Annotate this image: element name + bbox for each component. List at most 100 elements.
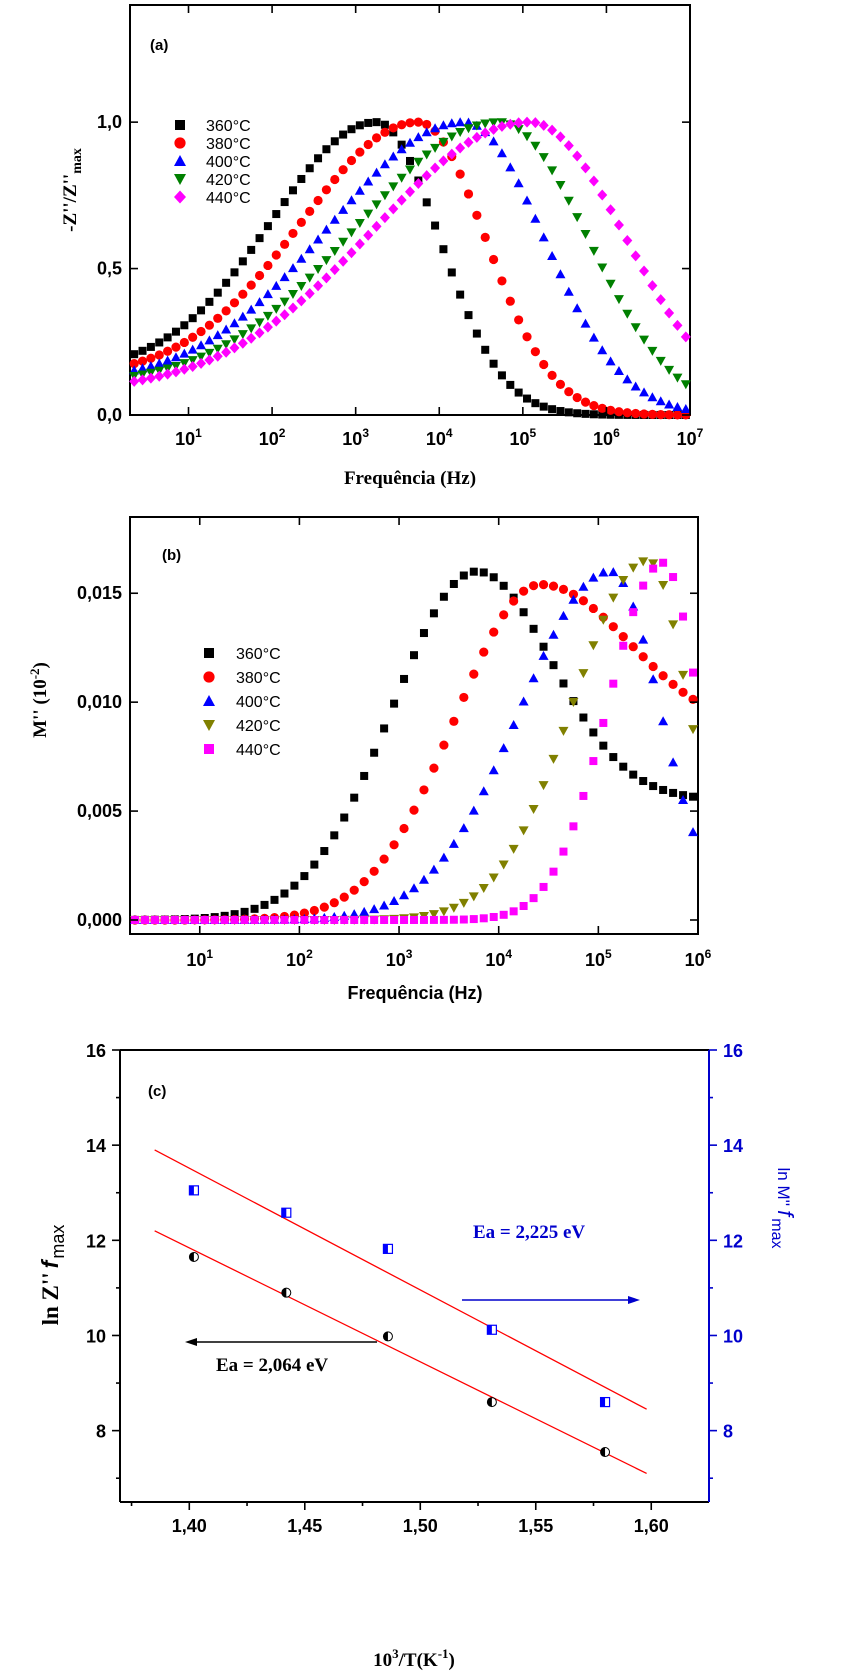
data-point (622, 408, 632, 418)
data-point (488, 136, 499, 146)
data-point (497, 276, 507, 286)
data-point (605, 356, 616, 366)
data-point (140, 916, 149, 924)
data-point (538, 119, 549, 131)
data-point (250, 904, 259, 913)
data-point (179, 348, 190, 358)
x-tick-label: 105 (509, 426, 536, 449)
legend-label: 420°C (206, 172, 251, 189)
data-point (280, 198, 289, 207)
data-point (240, 907, 249, 916)
data-point (421, 170, 432, 182)
data-point (456, 290, 465, 299)
data-point (548, 629, 559, 639)
data-point (379, 212, 390, 224)
series-1 (129, 117, 691, 420)
tick-label-base: 10 (286, 950, 306, 970)
panel-c-label: (c) (148, 1083, 166, 1100)
data-point (409, 805, 419, 815)
data-point (363, 229, 374, 241)
data-point (287, 289, 298, 299)
data-point (410, 651, 418, 660)
data-point (238, 289, 248, 299)
data-point (220, 916, 229, 924)
data-point (658, 671, 668, 681)
data-point (170, 352, 181, 362)
data-point (659, 785, 668, 794)
data-point (463, 124, 474, 134)
data-point (658, 580, 669, 590)
data-point (255, 234, 264, 243)
data-point (372, 118, 381, 127)
data-point (221, 306, 231, 316)
data-point (629, 608, 638, 617)
data-point (272, 210, 281, 219)
data-point (479, 568, 488, 577)
data-point (347, 125, 356, 134)
data-point (530, 213, 541, 223)
x-tick-label: 1,40 (172, 1516, 207, 1536)
data-point (212, 350, 223, 362)
tick-label-base: 10 (175, 429, 195, 449)
legend-marker (174, 174, 186, 185)
data-point (397, 120, 407, 130)
data-point (564, 387, 574, 397)
x-tick-label: 107 (677, 426, 704, 449)
data-point (514, 388, 523, 397)
legend-label: 360°C (206, 118, 251, 135)
data-point (379, 854, 389, 864)
data-point (196, 326, 206, 337)
data-point (478, 786, 489, 796)
data-point (270, 916, 279, 924)
data-point (568, 589, 579, 599)
data-point (221, 324, 232, 334)
data-point (600, 1447, 611, 1458)
data-point (290, 916, 299, 924)
data-point (639, 777, 648, 786)
data-point (313, 280, 324, 292)
data-point (145, 361, 156, 371)
panel-b-y-axis-title-sup: -2 (27, 668, 42, 679)
data-point (589, 757, 598, 766)
data-point (668, 757, 679, 767)
data-point (346, 155, 357, 166)
data-point (405, 118, 415, 128)
data-point (180, 916, 189, 924)
data-point (558, 584, 569, 594)
data-point (523, 394, 532, 403)
data-point (330, 831, 339, 840)
data-point (280, 889, 289, 898)
data-point (371, 220, 382, 232)
data-point (563, 196, 574, 206)
data-point (188, 1251, 199, 1262)
data-point (360, 915, 369, 924)
data-point (605, 204, 616, 216)
panel-b-data-points (129, 557, 699, 925)
data-point (499, 581, 508, 590)
data-point (558, 726, 569, 736)
data-point (659, 558, 668, 567)
data-point (608, 567, 619, 577)
data-point (618, 631, 628, 642)
data-point (369, 866, 379, 876)
data-point (300, 872, 309, 881)
data-point (455, 142, 466, 154)
legend-item: 400°C (203, 694, 281, 711)
y-tick-label: 14 (86, 1136, 106, 1156)
data-point (497, 371, 506, 380)
data-point (246, 332, 257, 344)
data-point (669, 573, 678, 582)
data-point (154, 358, 165, 368)
data-point (145, 372, 156, 384)
data-point (330, 137, 339, 146)
data-point (179, 359, 190, 369)
data-point (630, 381, 641, 391)
data-point (649, 782, 658, 791)
data-point (638, 557, 649, 567)
data-point (505, 296, 515, 306)
data-point (350, 915, 359, 924)
data-point (509, 907, 518, 916)
data-point (280, 239, 290, 249)
